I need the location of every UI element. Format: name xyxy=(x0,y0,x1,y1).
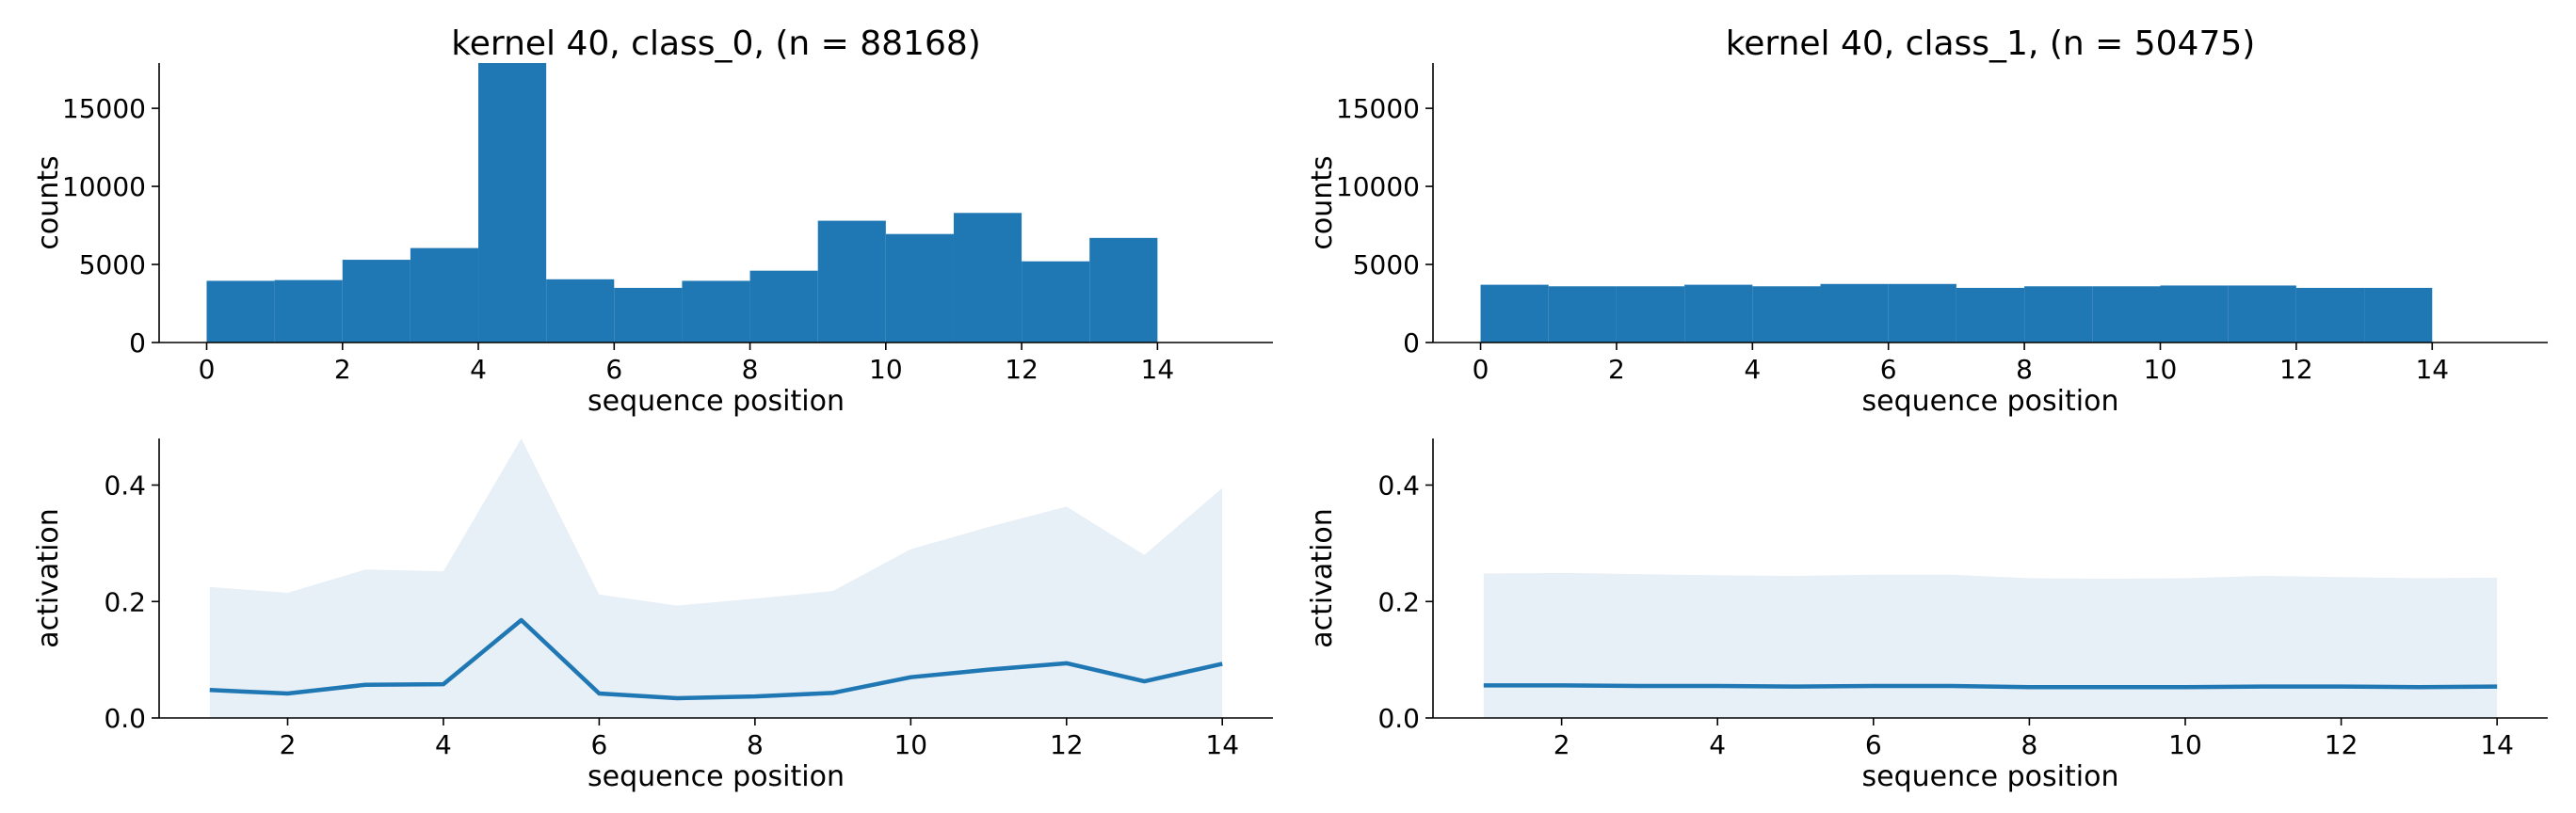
y-tick-label: 15000 xyxy=(1336,93,1420,124)
histogram-bar xyxy=(1684,284,1753,343)
histogram-bar xyxy=(410,247,479,343)
x-tick-label: 14 xyxy=(2415,354,2449,385)
x-tick-label: 6 xyxy=(1865,729,1882,760)
histogram-bar xyxy=(2228,285,2296,343)
histogram-bar xyxy=(1089,237,1158,343)
activation-class-0-panel: 2 4 6 8 10 12 14 0.0 0.2 0.4 sequence position acti… xyxy=(32,438,1273,793)
histogram-bar xyxy=(546,279,615,343)
histogram-bar xyxy=(1480,284,1549,343)
x-tick-label: 0 xyxy=(199,354,216,385)
x-axis-title: sequence position xyxy=(588,760,845,793)
x-tick-label: 8 xyxy=(747,729,764,760)
x-tick-label: 14 xyxy=(2480,729,2514,760)
y-tick-label: 0 xyxy=(1403,327,1420,359)
histogram-bar xyxy=(2092,286,2161,343)
x-tick-label: 10 xyxy=(2144,354,2178,385)
histogram-bar xyxy=(614,287,683,343)
y-tick-label: 0 xyxy=(129,327,146,359)
histogram-bar xyxy=(2295,287,2365,343)
y-axis-title: counts xyxy=(32,155,65,249)
x-tick-label: 4 xyxy=(1744,354,1761,385)
histogram-bar xyxy=(1888,283,1956,343)
x-tick-label: 0 xyxy=(1473,354,1489,385)
x-tick-label: 8 xyxy=(2021,729,2037,760)
x-tick-label: 8 xyxy=(2016,354,2033,385)
x-tick-label: 10 xyxy=(2168,729,2202,760)
histogram-bar xyxy=(953,213,1022,343)
histogram-class-0-panel: 0 2 4 6 8 10 12 14 0 5000 10000 15000 sequence posit… xyxy=(32,24,1273,418)
activation-band xyxy=(209,438,1223,718)
y-tick-label: 10000 xyxy=(1336,171,1420,202)
histogram-bar xyxy=(682,280,750,343)
histogram-bar xyxy=(1956,287,2025,343)
x-tick-label: 2 xyxy=(280,729,297,760)
x-tick-label: 4 xyxy=(1709,729,1726,760)
histogram-bar xyxy=(2364,287,2433,343)
x-tick-label: 2 xyxy=(1554,729,1570,760)
x-tick-label: 4 xyxy=(435,729,452,760)
activation-mean-line xyxy=(1483,683,2498,690)
y-tick-label: 0.2 xyxy=(1377,586,1420,617)
activation-class-1-panel: 2 4 6 8 10 12 14 0.0 0.2 0.4 sequence position acti… xyxy=(1306,438,2548,793)
x-tick-label: 10 xyxy=(869,354,903,385)
histogram-bar xyxy=(749,270,818,343)
histogram-bar xyxy=(206,280,275,343)
y-tick-label: 0.0 xyxy=(104,703,146,734)
panel-title: kernel 40, class_1, (n = 50475) xyxy=(1726,24,2256,63)
x-axis-title: sequence position xyxy=(588,385,845,418)
histogram-bar xyxy=(1548,286,1617,343)
x-tick-label: 14 xyxy=(1141,354,1175,385)
y-tick-label: 15000 xyxy=(62,93,146,124)
x-tick-label: 8 xyxy=(742,354,759,385)
histogram-bar xyxy=(342,260,411,343)
y-axis-title: activation xyxy=(1306,508,1339,648)
x-tick-label: 12 xyxy=(2279,354,2313,385)
histogram-bar xyxy=(2160,285,2229,343)
x-tick-label: 10 xyxy=(894,729,927,760)
y-axis-title: activation xyxy=(32,508,65,648)
x-tick-label: 6 xyxy=(1880,354,1897,385)
histogram-bar xyxy=(274,279,343,343)
histogram-bar xyxy=(1616,286,1685,343)
activation-mean-line xyxy=(209,617,1223,701)
y-tick-label: 0.2 xyxy=(104,586,146,617)
y-tick-label: 10000 xyxy=(62,171,146,202)
y-tick-label: 0.0 xyxy=(1377,703,1420,734)
y-axis-title: counts xyxy=(1306,155,1339,249)
x-tick-label: 12 xyxy=(1050,729,1084,760)
x-tick-label: 12 xyxy=(1005,354,1038,385)
y-tick-label: 5000 xyxy=(79,249,146,280)
activation-band xyxy=(1483,572,2498,718)
histogram-class-1-panel: 0 2 4 6 8 10 12 14 0 5000 10000 15000 sequence posit… xyxy=(1306,24,2548,418)
histogram-bar xyxy=(885,233,954,343)
histogram-bar xyxy=(817,220,886,343)
histogram-bar xyxy=(1022,261,1090,343)
y-tick-label: 0.4 xyxy=(1377,470,1420,502)
y-tick-label: 5000 xyxy=(1353,249,1420,280)
panel-title: kernel 40, class_0, (n = 88168) xyxy=(451,24,981,63)
y-tick-label: 0.4 xyxy=(104,470,146,502)
x-tick-label: 2 xyxy=(1608,354,1625,385)
x-tick-label: 4 xyxy=(470,354,487,385)
x-tick-label: 6 xyxy=(590,729,607,760)
histogram-bar xyxy=(1820,283,1889,343)
x-axis-title: sequence position xyxy=(1862,760,2119,793)
histogram-bar xyxy=(1752,286,1821,343)
x-axis-title: sequence position xyxy=(1862,385,2119,418)
x-tick-label: 12 xyxy=(2325,729,2359,760)
x-tick-label: 14 xyxy=(1205,729,1239,760)
histogram-bar xyxy=(478,63,547,343)
x-tick-label: 6 xyxy=(605,354,622,385)
histogram-bar xyxy=(2024,286,2093,343)
x-tick-label: 2 xyxy=(334,354,351,385)
